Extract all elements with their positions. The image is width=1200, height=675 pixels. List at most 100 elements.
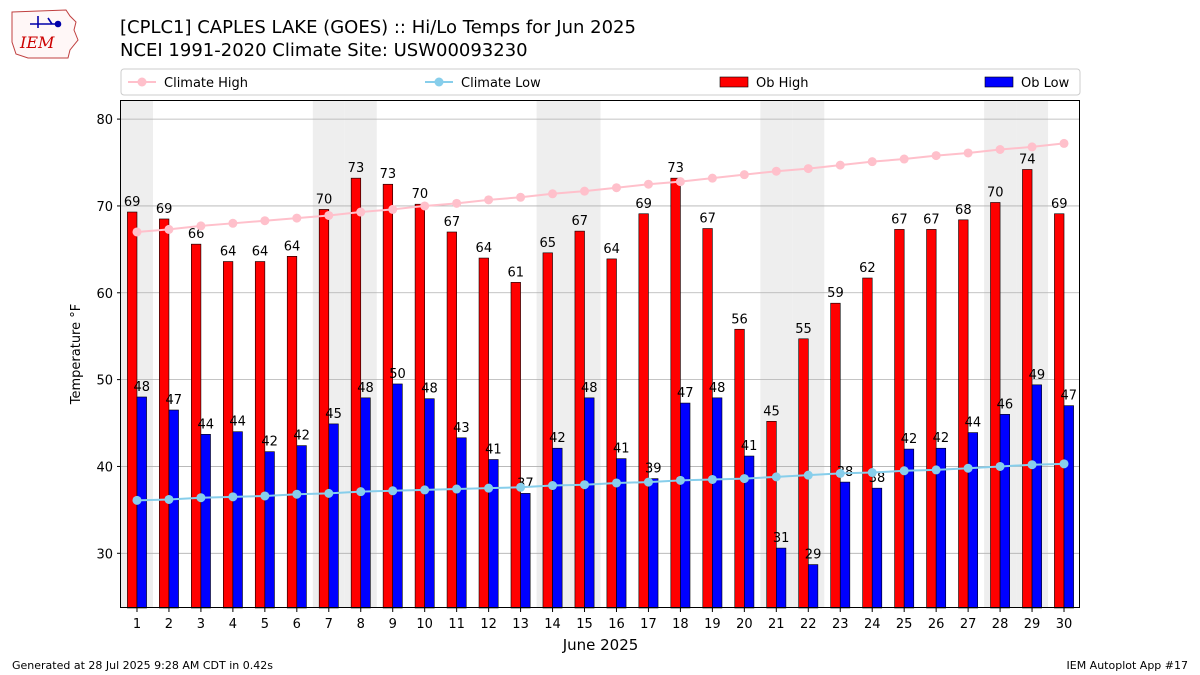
ob-low-bar-24 bbox=[871, 487, 883, 609]
ob-low-label-22: 29 bbox=[805, 548, 822, 563]
x-tick-label-21: 21 bbox=[768, 617, 785, 632]
climate-high-point-29 bbox=[1027, 142, 1037, 152]
ob-high-label-26: 67 bbox=[923, 212, 940, 227]
x-axis-label: June 2025 bbox=[562, 636, 639, 654]
climate-low-point-28 bbox=[995, 461, 1005, 471]
climate-low-point-4 bbox=[228, 492, 238, 502]
climate-low-point-2 bbox=[164, 494, 174, 504]
climate-high-point-16 bbox=[611, 183, 621, 193]
ob-high-bar-21 bbox=[766, 420, 777, 609]
y-tick-label-70: 70 bbox=[96, 200, 113, 215]
ob-high-label-30: 69 bbox=[1051, 197, 1068, 212]
climate-low-point-15 bbox=[580, 480, 590, 490]
x-tick-label-28: 28 bbox=[992, 617, 1009, 632]
ob-high-label-24: 62 bbox=[859, 261, 876, 276]
climate-low-point-1 bbox=[132, 495, 142, 505]
legend-box bbox=[120, 68, 1081, 96]
ob-low-bar-18 bbox=[680, 402, 691, 609]
climate-low-point-13 bbox=[516, 482, 526, 492]
x-tick-label-24: 24 bbox=[864, 617, 881, 632]
ob-low-bar-17 bbox=[648, 478, 659, 609]
ob-low-label-8: 48 bbox=[357, 381, 374, 396]
x-tick-label-30: 30 bbox=[1056, 617, 1073, 632]
legend-climate-high-marker bbox=[137, 77, 147, 87]
ob-low-bar-21 bbox=[776, 547, 787, 609]
climate-high-point-20 bbox=[739, 170, 749, 180]
ob-low-label-2: 47 bbox=[165, 393, 182, 408]
legend-ob-low-label: Ob Low bbox=[1021, 76, 1070, 91]
climate-low-point-26 bbox=[931, 465, 941, 475]
x-tick-label-12: 12 bbox=[480, 617, 497, 632]
logo-text: IEM bbox=[19, 33, 55, 52]
climate-low-point-8 bbox=[356, 487, 366, 497]
x-tick-label-11: 11 bbox=[448, 617, 465, 632]
ob-high-label-25: 67 bbox=[891, 212, 908, 227]
ob-low-label-7: 45 bbox=[325, 407, 342, 422]
climate-low-point-17 bbox=[643, 477, 653, 487]
climate-high-point-4 bbox=[228, 218, 238, 228]
climate-high-point-1 bbox=[132, 227, 142, 237]
climate-low-point-21 bbox=[771, 472, 781, 482]
x-tick-label-3: 3 bbox=[197, 617, 205, 632]
ob-high-bar-30 bbox=[1054, 213, 1065, 609]
legend-climate-high-label: Climate High bbox=[164, 76, 248, 91]
ob-high-bar-29 bbox=[1022, 169, 1033, 609]
ob-low-bar-10 bbox=[424, 398, 435, 609]
climate-high-point-21 bbox=[771, 166, 781, 176]
ob-low-label-21: 31 bbox=[773, 531, 790, 546]
climate-low-point-16 bbox=[611, 478, 621, 488]
climate-high-point-9 bbox=[388, 204, 398, 214]
x-tick-label-5: 5 bbox=[261, 617, 269, 632]
ob-high-bar-17 bbox=[638, 213, 649, 609]
x-tick-label-9: 9 bbox=[389, 617, 397, 632]
climate-low-line bbox=[136, 462, 1065, 502]
y-axis-label: Temperature °F bbox=[69, 304, 84, 405]
iem-logo: IEM bbox=[11, 9, 79, 59]
ob-high-bar-12 bbox=[478, 257, 489, 609]
climate-high-point-19 bbox=[707, 173, 717, 183]
ob-low-label-26: 42 bbox=[933, 431, 950, 446]
ob-low-label-25: 42 bbox=[901, 432, 918, 447]
footer-app-text: IEM Autoplot App #17 bbox=[1066, 659, 1189, 672]
legend-climate-low-marker bbox=[434, 77, 444, 87]
y-tick-label-60: 60 bbox=[96, 287, 113, 302]
ob-low-bar-14 bbox=[552, 447, 563, 609]
climate-low-point-25 bbox=[899, 466, 909, 476]
ob-low-label-3: 44 bbox=[197, 417, 214, 432]
climate-high-point-25 bbox=[899, 154, 909, 164]
ob-low-bar-7 bbox=[328, 423, 339, 609]
ob-high-label-28: 70 bbox=[987, 185, 1004, 200]
ob-low-bar-11 bbox=[456, 437, 467, 609]
ob-low-label-28: 46 bbox=[997, 397, 1014, 412]
climate-high-line bbox=[136, 142, 1065, 233]
chart-title-line2: NCEI 1991-2020 Climate Site: USW00093230 bbox=[120, 40, 528, 61]
climate-high-point-3 bbox=[196, 221, 206, 231]
ob-high-bar-9 bbox=[382, 183, 394, 609]
climate-low-point-29 bbox=[1027, 460, 1037, 470]
ob-low-bar-22 bbox=[807, 564, 819, 609]
ob-low-label-27: 44 bbox=[965, 416, 982, 431]
ob-high-label-21: 45 bbox=[763, 404, 780, 419]
ob-high-label-9: 73 bbox=[380, 167, 397, 182]
ob-high-label-17: 69 bbox=[635, 197, 652, 212]
ob-low-bar-4 bbox=[232, 431, 243, 609]
ob-low-label-20: 41 bbox=[741, 439, 758, 454]
x-tick-label-7: 7 bbox=[325, 617, 333, 632]
ob-high-label-14: 65 bbox=[539, 236, 556, 251]
ob-high-bar-1 bbox=[127, 211, 138, 609]
climate-high-point-17 bbox=[643, 179, 653, 189]
ob-low-bar-12 bbox=[488, 459, 499, 609]
plot-frame bbox=[120, 100, 1080, 608]
weather-station-icon bbox=[30, 16, 62, 28]
ob-high-bar-16 bbox=[606, 258, 617, 609]
ob-low-label-12: 41 bbox=[485, 443, 502, 458]
climate-high-point-11 bbox=[452, 198, 462, 208]
ob-low-label-29: 49 bbox=[1029, 368, 1046, 383]
ob-low-bar-23 bbox=[839, 481, 851, 609]
climate-high-point-15 bbox=[580, 186, 590, 196]
climate-high-point-2 bbox=[164, 224, 174, 234]
ob-high-label-10: 70 bbox=[412, 187, 429, 202]
ob-high-label-19: 67 bbox=[699, 212, 716, 227]
climate-low-point-7 bbox=[324, 488, 334, 498]
